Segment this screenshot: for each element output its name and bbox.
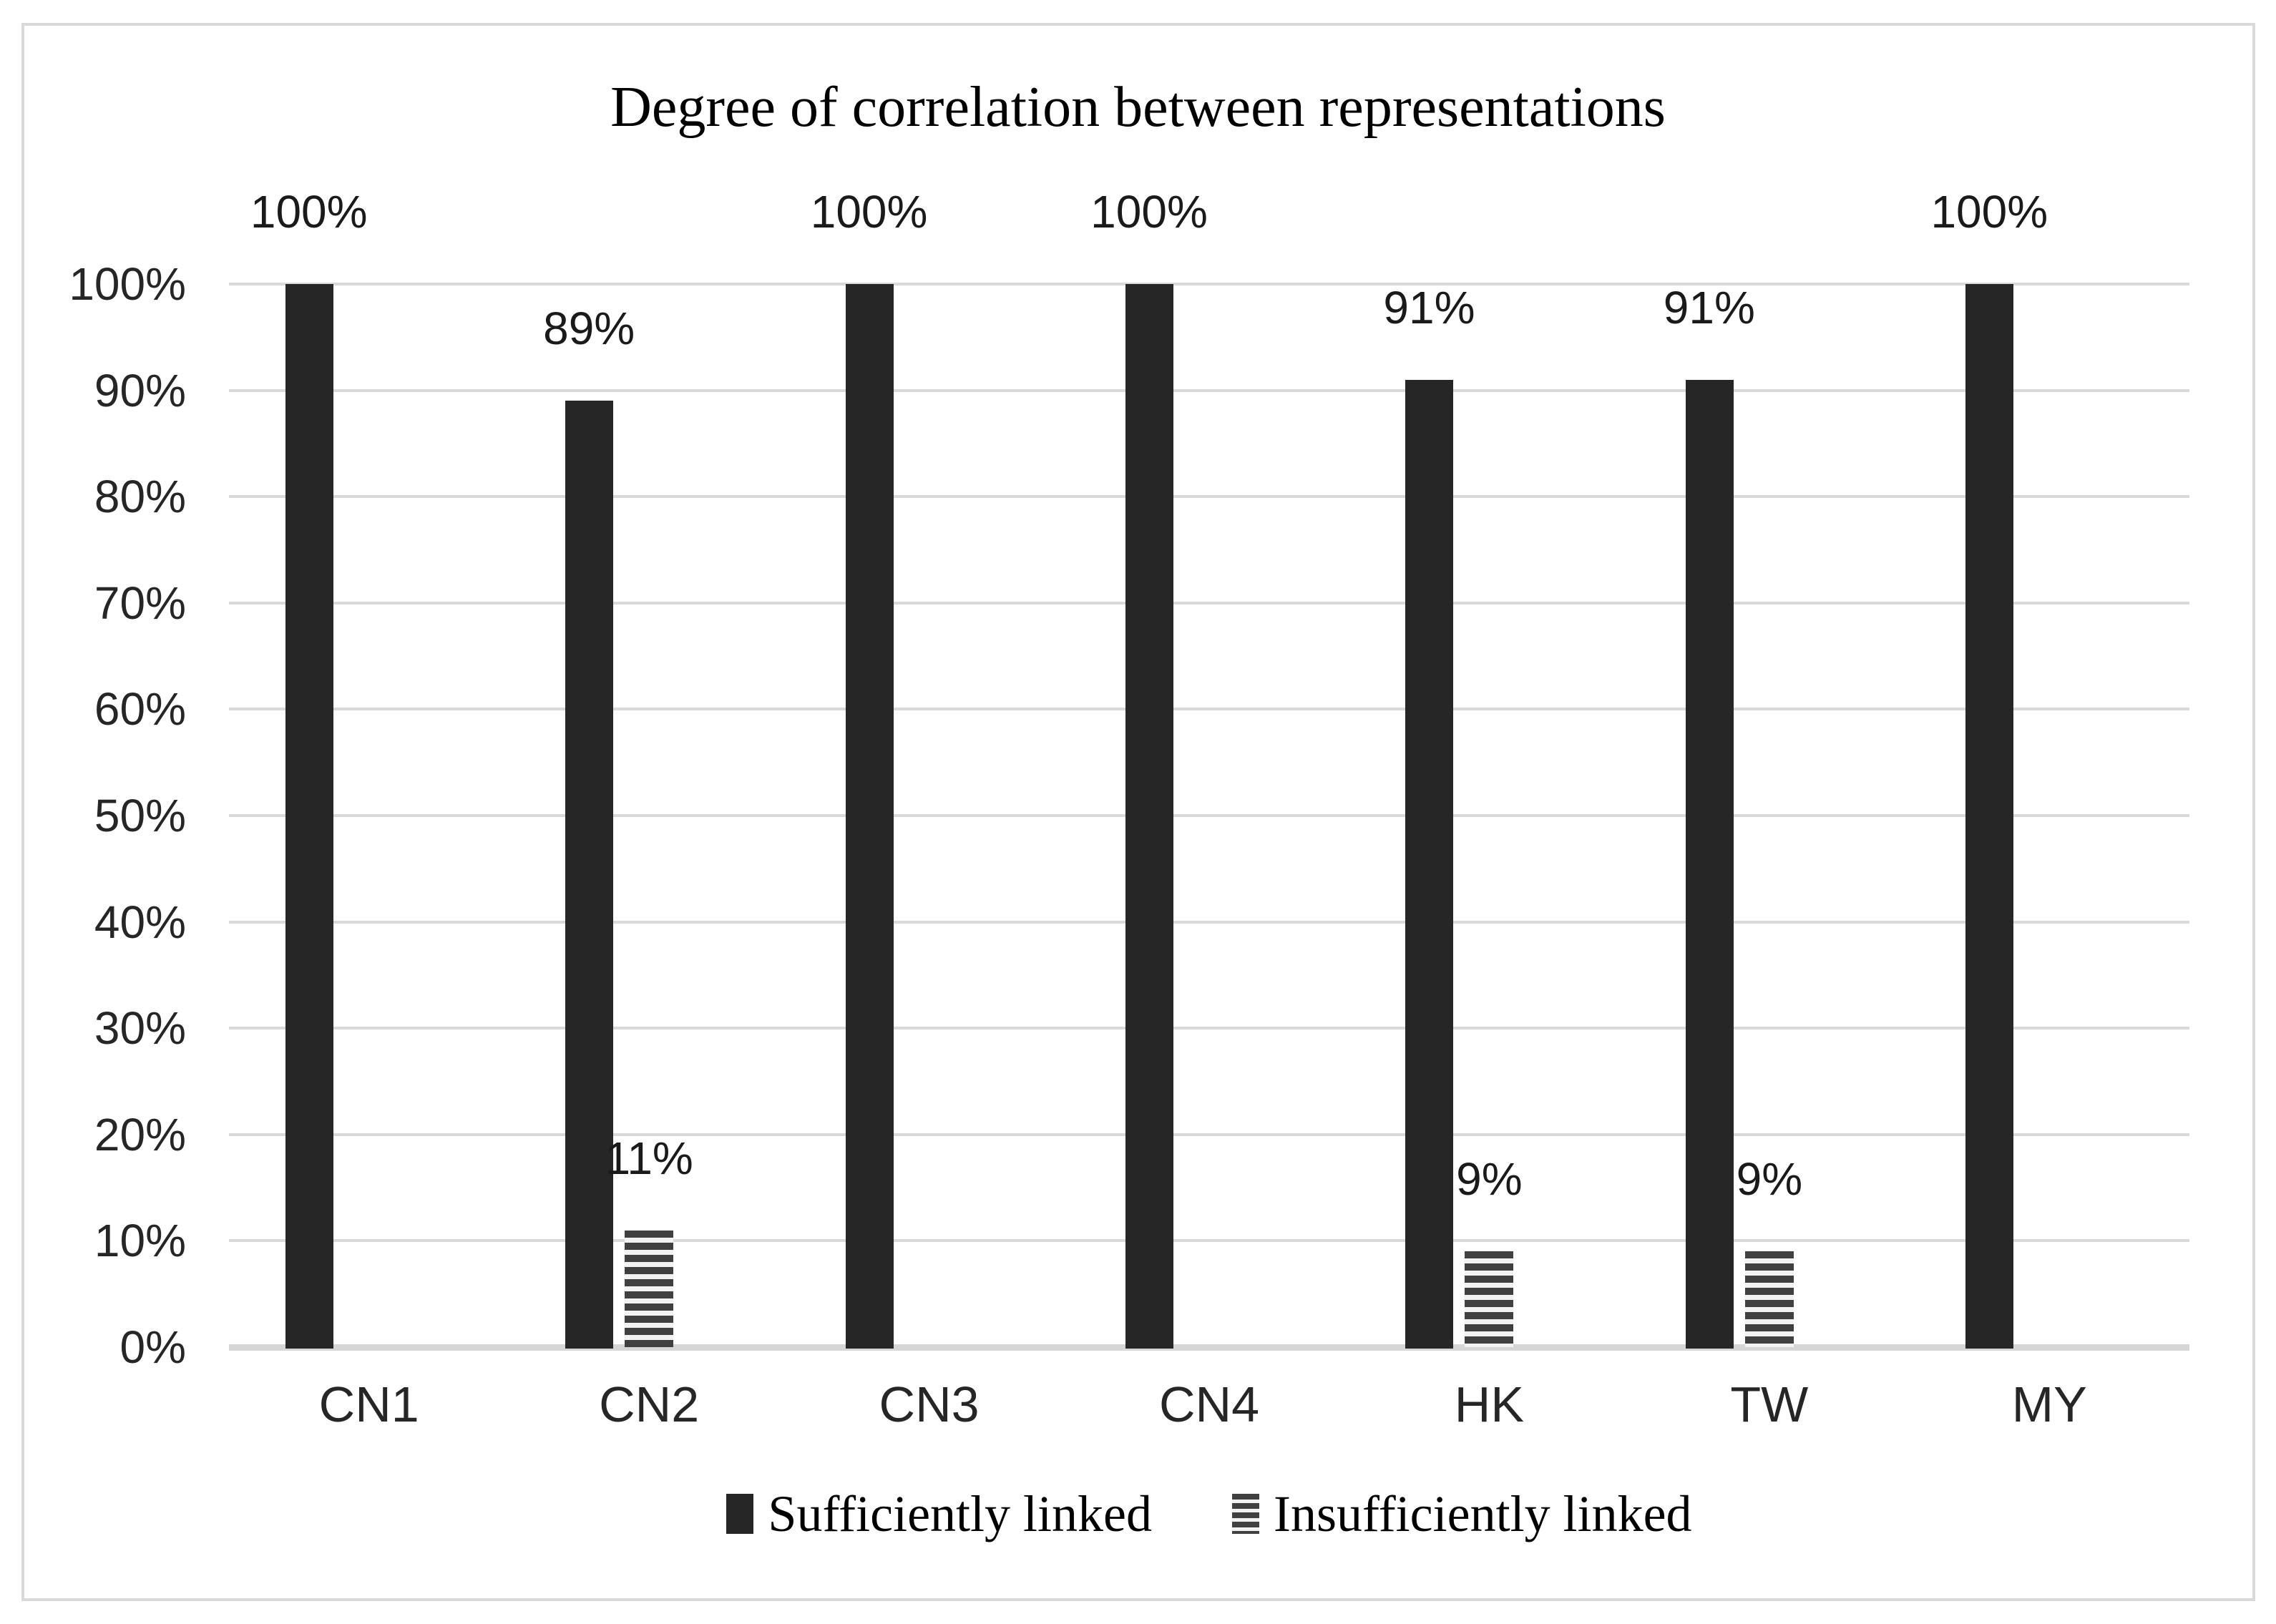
legend-marker-solid (726, 1494, 754, 1534)
data-label-insufficiently-linked: 11% (605, 1132, 693, 1184)
bar-sufficiently-linked (1125, 284, 1173, 1349)
legend-marker-striped (1232, 1494, 1260, 1534)
y-axis-tick-label: 70% (94, 577, 186, 629)
x-axis-category-label: HK (1454, 1376, 1525, 1432)
data-label-sufficiently-linked: 91% (1663, 281, 1755, 333)
gridline (229, 1027, 2189, 1030)
legend-item-sufficiently-linked: Sufficiently linked (726, 1484, 1152, 1544)
data-label-sufficiently-linked: 100% (1090, 186, 1208, 238)
gridline (229, 1133, 2189, 1136)
x-axis-baseline (229, 1344, 2189, 1351)
y-axis-tick-label: 90% (94, 364, 186, 416)
data-label-sufficiently-linked: 100% (250, 186, 368, 238)
x-axis-category-label: CN2 (599, 1376, 700, 1432)
y-axis-tick-label: 10% (94, 1215, 186, 1267)
y-axis-tick-label: 20% (94, 1108, 186, 1160)
x-axis-category-label: CN4 (1158, 1376, 1260, 1432)
bar-insufficiently-linked (1465, 1251, 1514, 1347)
legend: Sufficiently linked Insufficiently linke… (229, 1479, 2189, 1548)
data-label-insufficiently-linked: 9% (1456, 1153, 1523, 1205)
legend-label: Insufficiently linked (1274, 1485, 1692, 1542)
legend-item-insufficiently-linked: Insufficiently linked (1232, 1484, 1692, 1544)
gridline (229, 1239, 2189, 1243)
bar-sufficiently-linked (565, 401, 614, 1349)
bar-insufficiently-linked (1744, 1251, 1794, 1347)
bar-sufficiently-linked (285, 284, 333, 1349)
chart-title: Degree of correlation between representa… (610, 76, 1666, 139)
x-axis-category-label: MY (2011, 1376, 2087, 1432)
data-label-sufficiently-linked: 91% (1383, 281, 1475, 333)
y-axis-tick-label: 100% (69, 258, 186, 310)
gridline (229, 388, 2189, 392)
y-axis-tick-label: 30% (94, 1002, 186, 1055)
bar-sufficiently-linked (1965, 284, 2014, 1349)
y-axis-tick-label: 60% (94, 683, 186, 735)
data-label-sufficiently-linked: 100% (1930, 186, 2048, 238)
x-axis-category-label: CN1 (318, 1376, 419, 1432)
data-label-insufficiently-linked: 9% (1736, 1153, 1803, 1205)
bar-sufficiently-linked (845, 284, 894, 1349)
gridline (229, 920, 2189, 924)
data-label-sufficiently-linked: 100% (810, 186, 928, 238)
x-axis-category-label: TW (1730, 1376, 1809, 1432)
bar-insufficiently-linked (625, 1230, 674, 1347)
gridline (229, 495, 2189, 499)
gridline (229, 814, 2189, 817)
bar-sufficiently-linked (1405, 379, 1454, 1349)
y-axis-tick-label: 40% (94, 896, 186, 948)
gridline (229, 283, 2189, 285)
legend-label: Sufficiently linked (768, 1485, 1153, 1542)
x-axis-category-label: CN3 (879, 1376, 980, 1432)
bar-sufficiently-linked (1685, 379, 1734, 1349)
y-axis-tick-label: 80% (94, 471, 186, 523)
y-axis-tick-label: 0% (119, 1321, 187, 1373)
data-label-sufficiently-linked: 89% (543, 303, 635, 355)
y-axis-tick-label: 50% (94, 790, 186, 841)
gridline (229, 708, 2189, 711)
gridline (229, 601, 2189, 605)
